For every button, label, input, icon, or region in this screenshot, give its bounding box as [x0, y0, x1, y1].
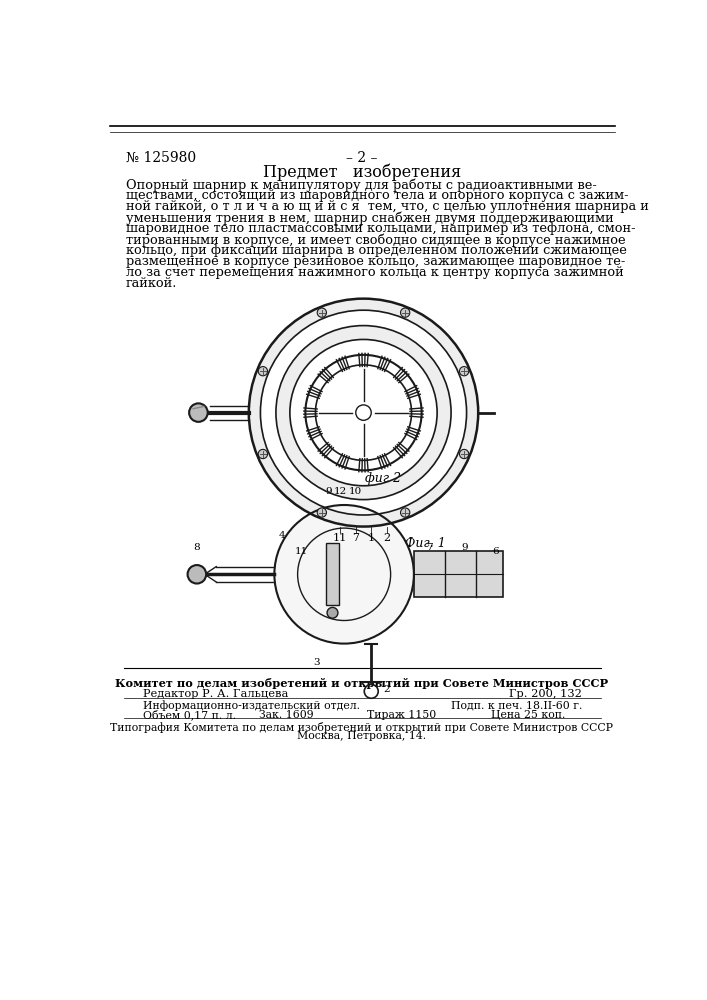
- Circle shape: [258, 449, 267, 459]
- Polygon shape: [274, 505, 414, 644]
- Text: Цена 25 коп.: Цена 25 коп.: [491, 710, 566, 720]
- Text: 11: 11: [295, 547, 308, 556]
- Text: ло за счет перемещения нажимного кольца к центру корпуса зажимной: ло за счет перемещения нажимного кольца …: [126, 266, 624, 279]
- Text: 8: 8: [194, 543, 200, 552]
- Polygon shape: [249, 299, 478, 527]
- Text: 9: 9: [325, 487, 332, 496]
- Circle shape: [327, 607, 338, 618]
- Text: 10: 10: [349, 487, 363, 496]
- Circle shape: [258, 367, 267, 376]
- Text: ной гайкой, о т л и ч а ю щ и й с я  тем, что, с целью уплотнения шарнира и: ной гайкой, о т л и ч а ю щ и й с я тем,…: [126, 200, 648, 213]
- Text: Опорный шарнир к манипулятору для работы с радиоактивными ве-: Опорный шарнир к манипулятору для работы…: [126, 179, 597, 192]
- Text: Предмет   изобретения: Предмет изобретения: [263, 164, 461, 181]
- Text: 12: 12: [334, 487, 347, 496]
- Text: 6: 6: [492, 547, 498, 556]
- Text: 1: 1: [368, 533, 375, 543]
- Bar: [414, 551, 503, 597]
- Text: 3: 3: [314, 658, 320, 667]
- Text: 11: 11: [333, 533, 347, 543]
- Text: 7: 7: [426, 543, 433, 552]
- Text: Фиг. 1: Фиг. 1: [405, 537, 446, 550]
- Text: Объем 0,17 п. л.: Объем 0,17 п. л.: [143, 710, 235, 721]
- Circle shape: [460, 367, 469, 376]
- Text: уменьшения трения в нем, шарнир снабжен двумя поддерживающими: уменьшения трения в нем, шарнир снабжен …: [126, 211, 614, 225]
- Circle shape: [401, 508, 410, 517]
- Circle shape: [187, 565, 206, 584]
- Text: Тираж 1150: Тираж 1150: [368, 710, 437, 720]
- Text: фиг 2: фиг 2: [365, 472, 401, 485]
- Polygon shape: [276, 326, 451, 500]
- Text: 2: 2: [383, 685, 390, 694]
- Text: Информационно-издательский отдел.: Информационно-издательский отдел.: [143, 701, 360, 711]
- Circle shape: [460, 449, 469, 459]
- Text: Подп. к печ. 18.II-60 г.: Подп. к печ. 18.II-60 г.: [450, 701, 582, 711]
- Text: тированными в корпусе, и имеет свободно сидящее в корпусе нажимное: тированными в корпусе, и имеет свободно …: [126, 233, 625, 247]
- Text: шаровидное тело пластмассовыми кольцами, например из тефлона, смон-: шаровидное тело пластмассовыми кольцами,…: [126, 222, 635, 235]
- Text: 4: 4: [279, 531, 286, 540]
- Circle shape: [189, 403, 208, 422]
- Text: Редактор Р. А. Гальцева: Редактор Р. А. Гальцева: [143, 689, 288, 699]
- Text: размещенное в корпусе резиновое кольцо, зажимающее шаровидное те-: размещенное в корпусе резиновое кольцо, …: [126, 255, 625, 268]
- Text: 9: 9: [461, 543, 467, 552]
- Text: Зак. 1609: Зак. 1609: [259, 710, 313, 720]
- Text: гайкой.: гайкой.: [126, 277, 177, 290]
- Text: 7: 7: [352, 533, 359, 543]
- Text: № 125980: № 125980: [126, 151, 196, 165]
- Text: Типография Комитета по делам изобретений и открытий при Совете Министров СССР: Типография Комитета по делам изобретений…: [110, 722, 614, 733]
- Text: 2: 2: [383, 533, 390, 543]
- Text: Гр. 200, 132: Гр. 200, 132: [509, 689, 582, 699]
- Circle shape: [401, 308, 410, 317]
- Circle shape: [317, 508, 327, 517]
- Text: Москва, Петровка, 14.: Москва, Петровка, 14.: [298, 731, 426, 741]
- Bar: [327, 543, 339, 605]
- Text: – 2 –: – 2 –: [346, 151, 378, 165]
- Text: ществами, состоящий из шаровидного тела и опорного корпуса с зажим-: ществами, состоящий из шаровидного тела …: [126, 189, 629, 202]
- Text: кольцо, при фиксации шарнира в определенном положении сжимающее: кольцо, при фиксации шарнира в определен…: [126, 244, 626, 257]
- Circle shape: [317, 308, 327, 317]
- Text: Комитет по делам изобретений и открытий при Совете Министров СССР: Комитет по делам изобретений и открытий …: [115, 678, 609, 689]
